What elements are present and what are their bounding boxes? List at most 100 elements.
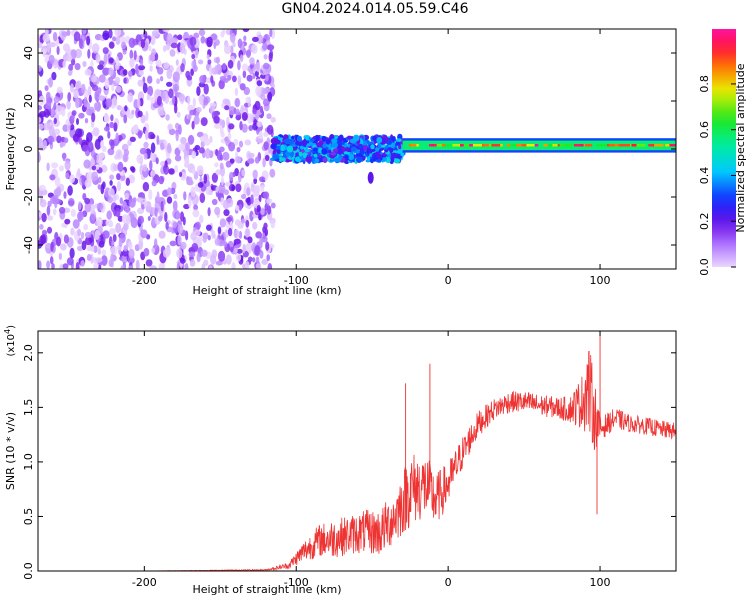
noise-blob xyxy=(174,103,178,114)
noise-blob xyxy=(58,252,63,260)
noise-blob xyxy=(98,95,106,101)
band-blob xyxy=(392,136,396,142)
noise-blob xyxy=(39,211,43,218)
noise-blob xyxy=(239,140,243,148)
colorbar xyxy=(712,29,736,267)
signal-core xyxy=(631,144,639,147)
y-tick-label: 0.5 xyxy=(22,508,35,526)
noise-blob xyxy=(138,65,146,71)
band-blob xyxy=(369,148,376,153)
noise-blob xyxy=(203,173,208,184)
noise-blob xyxy=(262,98,270,107)
noise-blob xyxy=(128,248,135,259)
noise-blob xyxy=(123,114,128,124)
noise-blob xyxy=(91,165,97,171)
noise-blob xyxy=(78,136,83,145)
noise-blob xyxy=(193,115,200,125)
noise-blob xyxy=(180,241,187,250)
noise-blob xyxy=(203,97,209,106)
band-blob xyxy=(273,139,281,145)
signal-core xyxy=(473,144,483,147)
noise-blob xyxy=(193,204,199,211)
band-blob xyxy=(280,144,285,151)
noise-blob xyxy=(151,180,157,187)
noise-blob xyxy=(247,236,253,244)
noise-blob xyxy=(194,221,201,230)
noise-blob xyxy=(40,45,48,55)
noise-blob xyxy=(76,245,84,252)
noise-blob xyxy=(158,230,166,239)
noise-blob xyxy=(66,99,71,110)
noise-blob xyxy=(107,196,114,204)
noise-blob xyxy=(142,164,148,172)
noise-blob xyxy=(240,193,247,200)
noise-blob xyxy=(126,214,131,225)
noise-blob xyxy=(198,59,204,65)
noise-blob xyxy=(156,78,161,85)
noise-blob xyxy=(189,109,196,116)
noise-blob xyxy=(267,263,273,269)
noise-blob xyxy=(261,259,269,265)
noise-blob xyxy=(46,260,51,269)
noise-blob xyxy=(91,171,98,182)
noise-blob xyxy=(232,41,236,48)
noise-blob xyxy=(162,45,167,52)
noise-blob xyxy=(158,175,164,185)
noise-blob xyxy=(72,219,80,229)
noise-blob xyxy=(252,221,258,230)
noise-blob xyxy=(123,245,128,252)
noise-blob xyxy=(115,36,121,45)
y-tick-label: 40 xyxy=(22,46,35,60)
band-blob xyxy=(282,157,286,162)
snr-data xyxy=(38,331,676,571)
signal-core xyxy=(441,144,448,147)
band-blob xyxy=(376,154,383,160)
x-tick-label: 100 xyxy=(590,274,611,287)
noise-blob xyxy=(86,254,92,261)
noise-blob xyxy=(239,83,246,91)
y-axis-label: Frequency (Hz) xyxy=(4,108,17,191)
noise-blob xyxy=(65,54,73,62)
noise-blob xyxy=(49,256,54,265)
noise-blob xyxy=(82,193,87,201)
band-blob xyxy=(306,143,311,147)
noise-blob xyxy=(87,141,94,153)
noise-blob xyxy=(145,201,152,212)
noise-blob xyxy=(184,157,190,167)
noise-blob xyxy=(156,191,160,203)
noise-blob xyxy=(265,241,270,251)
noise-blob xyxy=(94,229,100,241)
noise-blob xyxy=(95,164,100,170)
noise-blob xyxy=(228,123,235,130)
noise-blob xyxy=(225,181,231,187)
noise-blob xyxy=(229,246,234,253)
noise-blob xyxy=(78,112,85,119)
noise-blob xyxy=(85,236,92,246)
noise-blob xyxy=(128,37,136,48)
noise-blob xyxy=(71,110,77,116)
noise-blob xyxy=(68,63,73,72)
noise-blob xyxy=(227,227,233,237)
noise-blob xyxy=(150,142,156,154)
noise-blob xyxy=(140,229,148,239)
noise-blob xyxy=(50,241,54,252)
noise-blob xyxy=(191,168,196,175)
noise-blob xyxy=(114,76,121,84)
noise-blob xyxy=(247,158,255,164)
noise-blob xyxy=(55,105,63,116)
noise-blob xyxy=(98,176,102,184)
noise-blob xyxy=(223,209,230,217)
band-blob xyxy=(358,145,364,149)
noise-blob xyxy=(182,216,186,226)
noise-blob xyxy=(129,58,135,68)
noise-blob xyxy=(114,29,122,37)
noise-blob xyxy=(199,214,204,224)
noise-blob xyxy=(66,29,71,36)
noise-blob xyxy=(38,105,43,111)
noise-blob xyxy=(151,48,157,57)
noise-blob xyxy=(150,34,156,46)
y-tick-label: 2.0 xyxy=(22,344,35,362)
signal-core xyxy=(514,144,522,147)
signal-core xyxy=(451,144,459,147)
noise-blob xyxy=(51,263,55,269)
